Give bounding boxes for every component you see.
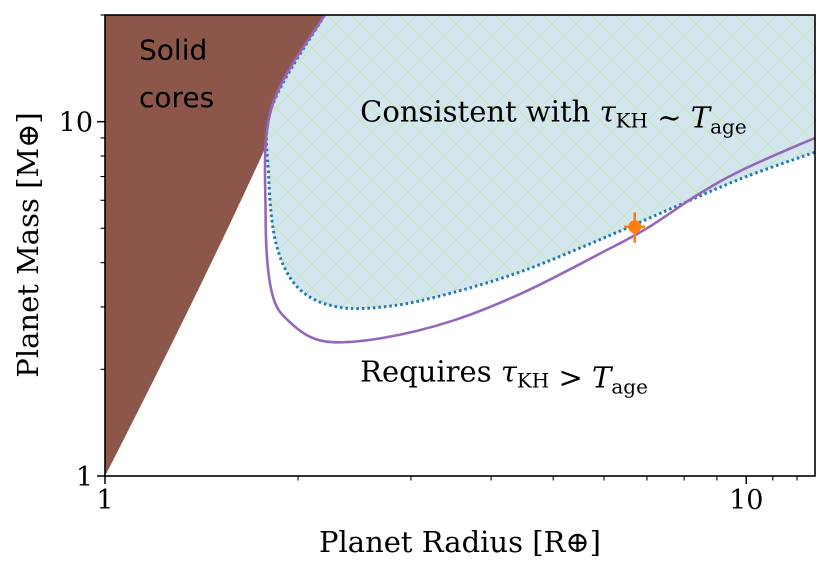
plot-frame bbox=[104, 14, 816, 477]
annotation-requires: Requires τKH > Tage bbox=[360, 354, 648, 398]
requires-boundary-line bbox=[263, 15, 815, 344]
x-tick-label-1: 1 bbox=[96, 485, 113, 516]
axis-ticks bbox=[97, 14, 798, 484]
annotation-cores: cores bbox=[139, 81, 214, 114]
data-point-group bbox=[624, 212, 645, 243]
y-tick-label-10: 10 bbox=[59, 108, 93, 139]
data-point-marker bbox=[628, 220, 642, 234]
x-tick-label-10: 10 bbox=[729, 485, 763, 516]
y-tick-label-1: 1 bbox=[76, 462, 93, 493]
y-axis-label: Planet Mass [M⊕] bbox=[11, 112, 45, 377]
annotation-solid: Solid bbox=[139, 33, 207, 66]
annotation-consistent: Consistent with τKH ∼ Tage bbox=[360, 95, 746, 139]
plot-area: Solid cores Consistent with τKH ∼ Tage R… bbox=[105, 15, 815, 476]
consistent-boundary-line bbox=[264, 15, 815, 311]
consistent-region-hatch bbox=[266, 15, 815, 309]
x-axis-label: Planet Radius [R⊕] bbox=[319, 525, 601, 559]
